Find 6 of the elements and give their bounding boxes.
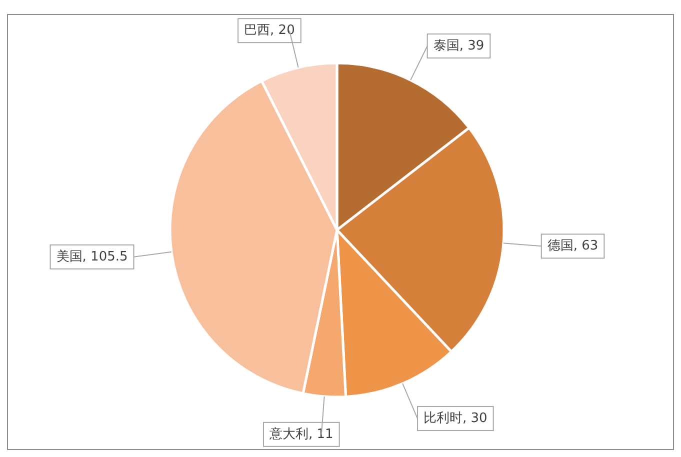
slice-label: 德国 xyxy=(547,238,574,254)
slice-label: 巴西 xyxy=(244,23,270,38)
slice-label: 美国 xyxy=(56,248,82,264)
slice-label: 比利时 xyxy=(424,411,463,426)
slice-label: 意大利 xyxy=(268,426,309,442)
slice-label: 泰国 xyxy=(433,38,460,54)
